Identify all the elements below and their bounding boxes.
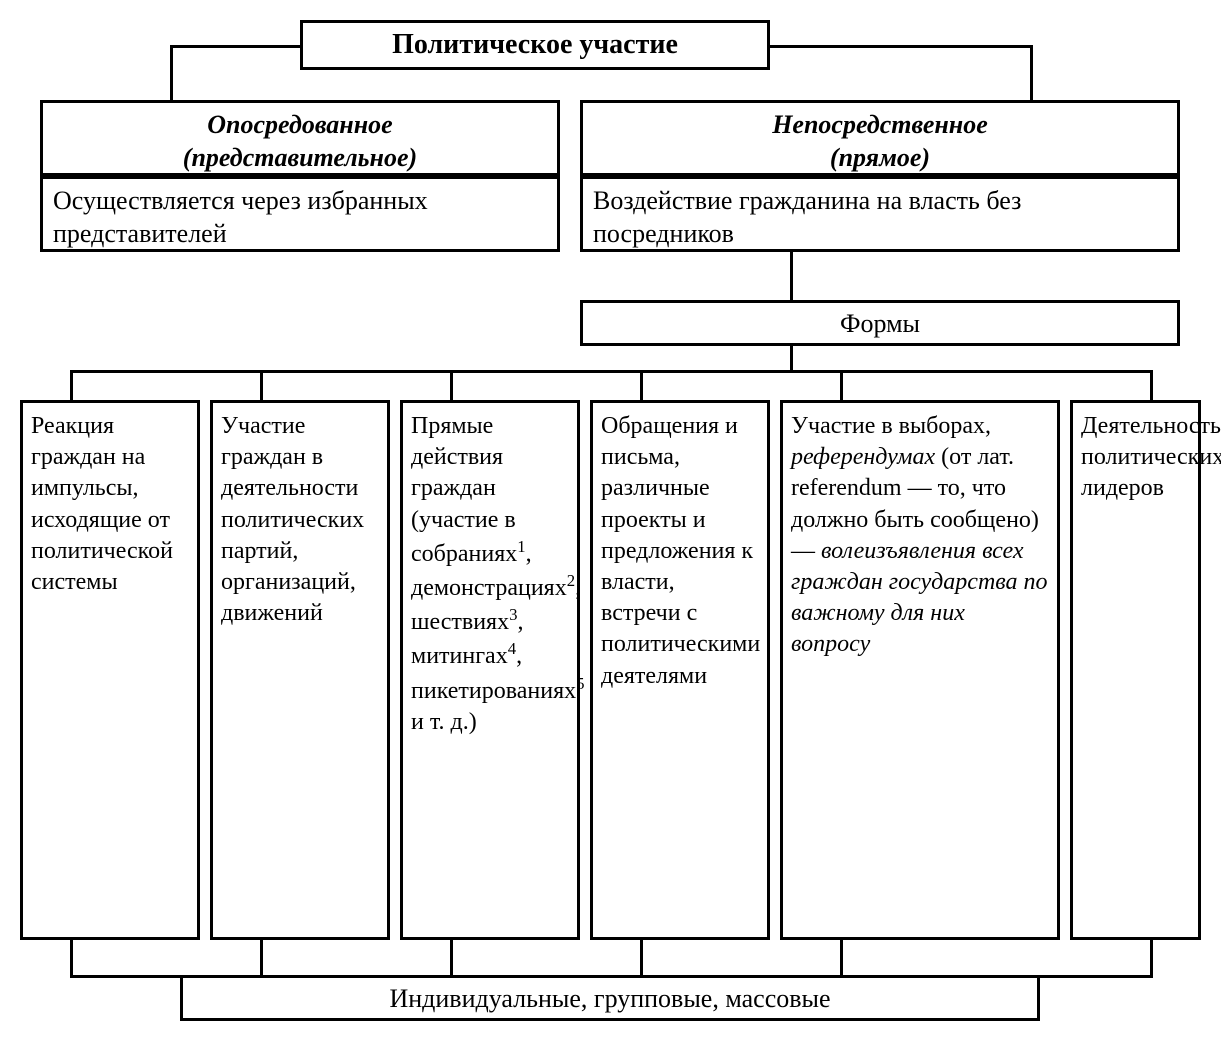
political-participation-diagram: Политическое участие Опосредованное(предс… bbox=[20, 20, 1201, 1033]
form-item-3: Обращения и письма, различные проекты и … bbox=[590, 400, 770, 940]
connector-title-right-drop bbox=[1030, 45, 1033, 103]
form-item-5-text: Деятельность политических лидеров bbox=[1081, 413, 1221, 501]
form-item-4: Участие в выборах, референдумах (от лат.… bbox=[780, 400, 1060, 940]
branch-right-title: Непосредственное(прямое) bbox=[580, 100, 1180, 176]
title-box: Политическое участие bbox=[300, 20, 770, 70]
form-item-1: Участие граждан в деятельности политичес… bbox=[210, 400, 390, 940]
bottom-box: Индивидуальные, групповые, массовые bbox=[180, 975, 1040, 1021]
branch-right-title-line2: (прямое) bbox=[593, 142, 1167, 175]
bottom-text: Индивидуальные, групповые, массовые bbox=[389, 984, 830, 1013]
form-item-0-text: Реакция граждан на импульсы, исходящие о… bbox=[31, 413, 173, 595]
branch-right-title-line1: Непосредственное bbox=[593, 109, 1167, 142]
forms-label-text: Формы bbox=[840, 309, 920, 338]
connector-forms-drop-5 bbox=[1150, 370, 1153, 403]
branch-left-desc: Осуществляется через избранных представи… bbox=[40, 176, 560, 252]
form-item-2-text: Прямые действия граждан (участие в собра… bbox=[411, 413, 585, 735]
connector-forms-drop-0 bbox=[70, 370, 73, 403]
form-item-2: Прямые действия граждан (участие в собра… bbox=[400, 400, 580, 940]
branch-left-title: Опосредованное(представительное) bbox=[40, 100, 560, 176]
branch-left-title-line1: Опосредованное bbox=[53, 109, 547, 142]
branch-right-desc: Воздействие гражданина на власть без пос… bbox=[580, 176, 1180, 252]
branch-right-desc-text: Воздействие гражданина на власть без пос… bbox=[593, 186, 1021, 248]
connector-bottom-drop-5 bbox=[1150, 940, 1153, 978]
forms-label-box: Формы bbox=[580, 300, 1180, 346]
connector-bottom-drop-3 bbox=[640, 940, 643, 978]
connector-forms-drop-2 bbox=[450, 370, 453, 403]
branch-left-title-line2: (представительное) bbox=[53, 142, 547, 175]
connector-forms-center-drop bbox=[790, 346, 793, 373]
form-item-0: Реакция граждан на импульсы, исходящие о… bbox=[20, 400, 200, 940]
form-item-5: Деятельность политических лидеров bbox=[1070, 400, 1201, 940]
connector-title-left-drop bbox=[170, 45, 173, 103]
form-item-3-text: Обращения и письма, различные проекты и … bbox=[601, 413, 760, 689]
form-item-4-text: Участие в выборах, референдумах (от лат.… bbox=[791, 413, 1048, 657]
connector-forms-drop-1 bbox=[260, 370, 263, 403]
connector-right-to-forms bbox=[790, 249, 793, 303]
connector-forms-horizontal bbox=[70, 370, 1153, 373]
title-text: Политическое участие bbox=[392, 29, 678, 60]
connector-forms-drop-4 bbox=[840, 370, 843, 403]
connector-bottom-drop-2 bbox=[450, 940, 453, 978]
connector-forms-drop-3 bbox=[640, 370, 643, 403]
branch-left-desc-text: Осуществляется через избранных представи… bbox=[53, 186, 428, 248]
connector-bottom-drop-0 bbox=[70, 940, 73, 978]
form-item-1-text: Участие граждан в деятельности политичес… bbox=[221, 413, 364, 626]
connector-bottom-drop-1 bbox=[260, 940, 263, 978]
connector-bottom-drop-4 bbox=[840, 940, 843, 978]
